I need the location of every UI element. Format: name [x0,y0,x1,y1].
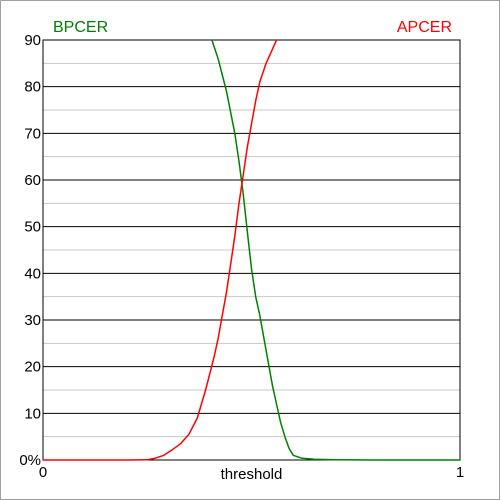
legend-label-bpcer: BPCER [53,19,108,36]
x-axis-label: threshold [221,466,283,483]
plot-frame [42,39,461,461]
series-line-apcer [43,39,278,461]
series-line-bpcer [211,39,460,461]
grid [43,62,460,438]
y-tick-label: 90 [24,32,41,49]
legend-label-apcer: APCER [397,19,452,36]
x-tick-label: 0 [39,464,47,481]
y-tick-label: 80 [24,79,41,96]
y-tick-label: 30 [24,312,41,329]
y-tick-label: 70 [24,125,41,142]
labels: 0% 10 20 30 40 50 60 70 80 90 0 1 threshold BPCER APCE… [19,19,464,483]
series-lines [43,39,460,461]
y-tick-label: 40 [24,265,41,282]
x-tick-label: 1 [456,464,464,481]
axes [42,39,461,461]
y-tick-label: 50 [24,219,41,236]
y-tick-label: 10 [24,405,41,422]
y-tick-label: 20 [24,359,41,376]
y-tick-label: 60 [24,172,41,189]
y-tick-label: 0% [19,452,41,469]
